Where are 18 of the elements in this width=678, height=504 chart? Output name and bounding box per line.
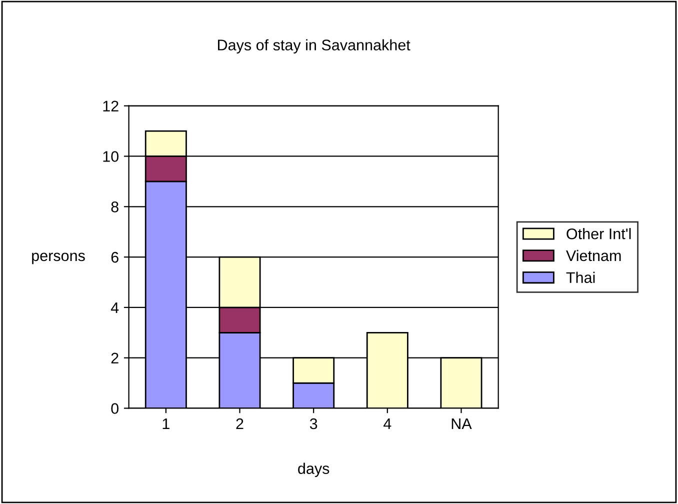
y-axis-title: persons (32, 252, 85, 264)
legend-label: Vietnam (566, 250, 621, 262)
x-tick-label: 1 (162, 418, 170, 430)
x-tick-label: NA (452, 418, 472, 430)
legend-label: Other Int'l (566, 228, 631, 240)
chart-title: Days of stay in Savannakhet (218, 39, 410, 54)
y-tick-label: 0 (111, 403, 118, 414)
legend-label: Thai (566, 272, 595, 284)
y-tick-label: 4 (110, 302, 119, 313)
y-tick-label: 2 (111, 352, 118, 364)
x-tick-label: 4 (384, 418, 392, 430)
x-tick-label: 2 (236, 418, 244, 430)
y-tick-label: 12 (103, 100, 118, 112)
y-tick-label: 8 (111, 202, 118, 212)
y-tick-label: 10 (103, 151, 118, 162)
x-axis-title: days (298, 462, 330, 477)
y-tick-label: 6 (111, 252, 118, 263)
x-tick-label: 3 (310, 418, 318, 430)
